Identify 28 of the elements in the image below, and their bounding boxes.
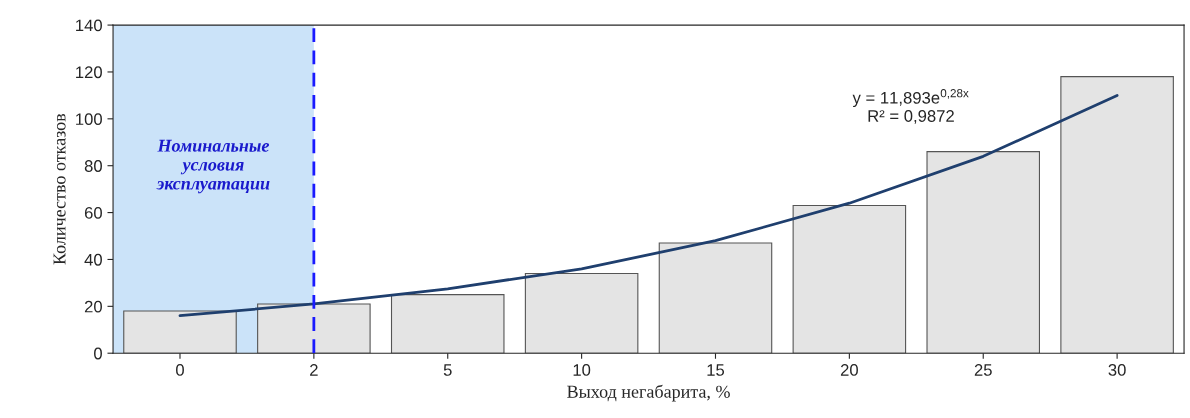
bar [257,303,371,354]
bar [926,151,1041,354]
x-tick-label: 30 [1108,364,1126,376]
y-tick-label: 80 [84,160,102,172]
bar [792,204,907,354]
y-tick-label: 140 [76,19,102,32]
x-tick-label: 15 [707,364,725,376]
y-tick-label: 60 [84,206,102,219]
bar [524,272,639,354]
annotation: y = 11,893e$^{0,28x}$ R² = 0,9872 [852,89,969,124]
x-tick-label: 10 [573,364,591,376]
y-tick-label: 20 [84,300,102,313]
y-tick-label: 40 [84,253,102,266]
x-tick-label: 2 [310,364,318,376]
x-tick-label: 5 [443,364,452,376]
x-axis-title: Выход негабарита, % [567,384,730,402]
band-label: Номинальные условия эксплуатации [156,139,270,194]
y-axis-title: Количество отказов [53,113,66,265]
x-tick-label: 0 [176,364,184,376]
y-tick-label: 0 [94,347,102,360]
x-tick-label: 20 [840,364,858,376]
x-tick-label: 25 [974,364,992,376]
bar [658,242,773,354]
bar [1060,76,1174,354]
bar [390,294,505,354]
y-tick-label: 120 [76,66,102,79]
bar [123,310,237,354]
y-tick-label: 100 [76,113,102,126]
